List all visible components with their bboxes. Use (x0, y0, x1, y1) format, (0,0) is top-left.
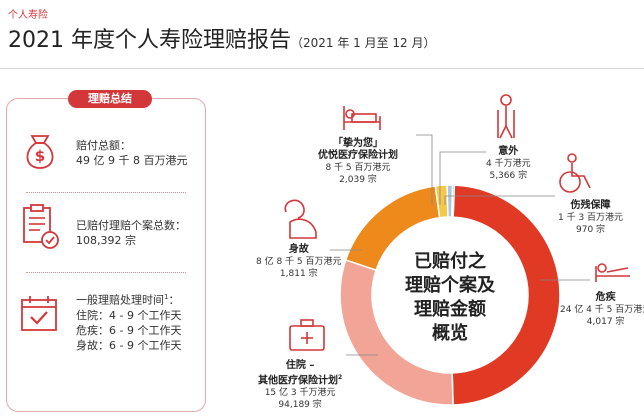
donut-slice-0 (451, 184, 561, 406)
processing-time-row-death: 身故：6 - 9 个工作天 (76, 338, 182, 352)
calendar-check-icon (21, 296, 57, 331)
callout-critical-count: 4,017 宗 (586, 317, 625, 327)
processing-time-row-critical: 危疾：6 - 9 个工作天 (76, 323, 182, 337)
injured-person-icon (497, 94, 515, 139)
processing-time-row-hospital: 住院：4 - 9 个工作天 (76, 308, 182, 322)
page-title: 2021 年度个人寿险理赔报告（2021 年 1 月至 12 月） (8, 22, 436, 54)
summary-divider-1 (26, 192, 186, 193)
clipboard-check-icon (23, 204, 59, 249)
callout-hospital-name-text: 其他医疗保险计划 (258, 375, 338, 387)
callout-premier: 「挚为您」 优悦医疗保险计划 8 千 5 百万港元 2,039 宗 (318, 138, 398, 186)
footnote-2: 2 (338, 374, 343, 381)
money-bag-icon: $ (26, 135, 54, 169)
callout-critical-amount: 24 亿 4 千 5 百万港元 (560, 305, 644, 315)
medical-kit-icon (289, 319, 325, 351)
callout-hospital-name-1: 住院 – (285, 360, 315, 371)
processing-time-stat: 一般理赔处理时间1： 住院：4 - 9 个工作天 危疾：6 - 9 个工作天 身… (76, 290, 181, 353)
chart-center-text: 已赔付之 理赔个案及 理赔金额 概览 (385, 250, 515, 346)
callout-disability-name: 伤残保障 (570, 200, 611, 211)
hospital-bed-icon (343, 106, 381, 130)
center-line-1: 已赔付之 (414, 251, 486, 272)
callout-disability-amount: 1 千 3 百万港元 (558, 213, 624, 223)
cases-total-value: 108,392 宗 (76, 234, 136, 247)
section-label: 个人寿险 (8, 10, 48, 21)
callout-hospital-amount: 15 亿 3 千万港元 (264, 388, 336, 399)
callout-critical: 危疾 24 亿 4 千 5 百万港元 4,017 宗 (560, 292, 644, 328)
processing-time-label: 一般理赔处理时间1： (76, 293, 180, 307)
callout-accident-name: 意外 (498, 146, 519, 157)
footnote-1: 1 (164, 293, 169, 301)
callout-hospital-count: 94,189 宗 (278, 400, 322, 411)
summary-divider-2 (26, 272, 186, 273)
callout-death-count: 1,811 宗 (279, 269, 318, 279)
callout-premier-amount: 8 千 5 百万港元 (325, 163, 391, 173)
callout-death-amount: 8 亿 8 千 5 百万港元 (256, 257, 342, 267)
cases-total-label: 已赔付理赔个案总数： (76, 219, 186, 232)
paid-total-stat: 赔付总额： 49 亿 9 千 8 百万港元 (76, 138, 187, 168)
donut-hole (372, 217, 528, 373)
callout-hospital: 住院 – 其他医疗保险计划2 15 亿 3 千万港元 94,189 宗 (258, 360, 342, 411)
page-title-main: 2021 年度个人寿险理赔报告 (8, 28, 291, 53)
svg-text:$: $ (35, 147, 45, 165)
patient-bed-icon (595, 263, 630, 282)
callout-death-name: 身故 (288, 244, 309, 255)
callout-premier-name-2: 优悦医疗保险计划 (318, 150, 398, 161)
wheelchair-icon (559, 153, 591, 193)
center-line-3: 理赔金额 (414, 299, 486, 320)
callout-disability: 伤残保障 1 千 3 百万港元 970 宗 (558, 200, 623, 236)
callout-disability-count: 970 宗 (576, 225, 606, 235)
callout-accident-count: 5,366 宗 (489, 171, 528, 181)
center-line-4: 概览 (432, 323, 468, 344)
callout-death: 身故 8 亿 8 千 5 百万港元 1,811 宗 (256, 244, 341, 280)
page-title-period: （2021 年 1 月至 12 月） (290, 36, 436, 50)
summary-heading: 理赔总结 (68, 90, 152, 108)
center-line-2: 理赔个案及 (405, 275, 495, 296)
processing-time-text: 一般理赔处理时间 (76, 293, 164, 307)
callout-accident-amount: 4 千万港元 (486, 159, 531, 169)
paid-total-value: 49 亿 9 千 8 百万港元 (76, 154, 188, 167)
callout-critical-name: 危疾 (595, 292, 616, 303)
callout-accident: 意外 4 千万港元 5,366 宗 (486, 146, 531, 182)
cases-total-stat: 已赔付理赔个案总数： 108,392 宗 (76, 218, 186, 248)
callout-premier-name-1: 「挚为您」 (333, 138, 383, 149)
paid-total-label: 赔付总额： (76, 139, 131, 152)
callout-premier-count: 2,039 宗 (339, 175, 377, 185)
callout-hospital-name-2: 其他医疗保险计划2 (258, 372, 342, 387)
title-divider (0, 68, 644, 69)
mourning-person-icon (284, 199, 317, 239)
